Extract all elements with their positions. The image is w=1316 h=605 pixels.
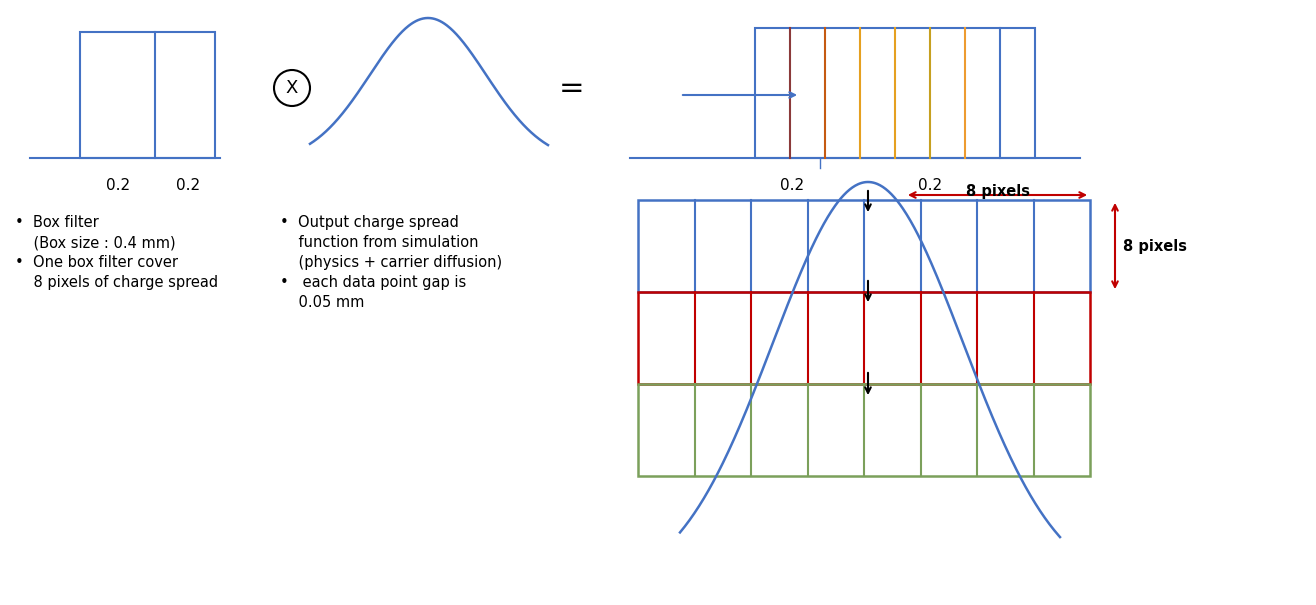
Text: 8 pixels of charge spread: 8 pixels of charge spread [14,275,218,290]
Text: •  One box filter cover: • One box filter cover [14,255,178,270]
Text: (physics + carrier diffusion): (physics + carrier diffusion) [280,255,503,270]
Text: 0.2: 0.2 [780,178,804,193]
Text: (Box size : 0.4 mm): (Box size : 0.4 mm) [14,235,175,250]
Text: 0.05 mm: 0.05 mm [280,295,365,310]
Bar [80,32,215,158]
Bar [638,384,1090,476]
Text: =: = [559,73,584,102]
Text: function from simulation: function from simulation [280,235,479,250]
Text: 0.2: 0.2 [176,178,200,193]
Text: •  Box filter: • Box filter [14,215,99,230]
Bar [638,200,1090,292]
Text: 0.2: 0.2 [919,178,942,193]
Text: X: X [286,79,299,97]
Text: 0.2: 0.2 [105,178,130,193]
Text: 8 pixels: 8 pixels [966,184,1029,199]
Text: •   each data point gap is: • each data point gap is [280,275,466,290]
Bar [638,292,1090,384]
Text: •  Output charge spread: • Output charge spread [280,215,459,230]
Text: 8 pixels: 8 pixels [1123,238,1187,253]
Bar [755,28,1034,158]
